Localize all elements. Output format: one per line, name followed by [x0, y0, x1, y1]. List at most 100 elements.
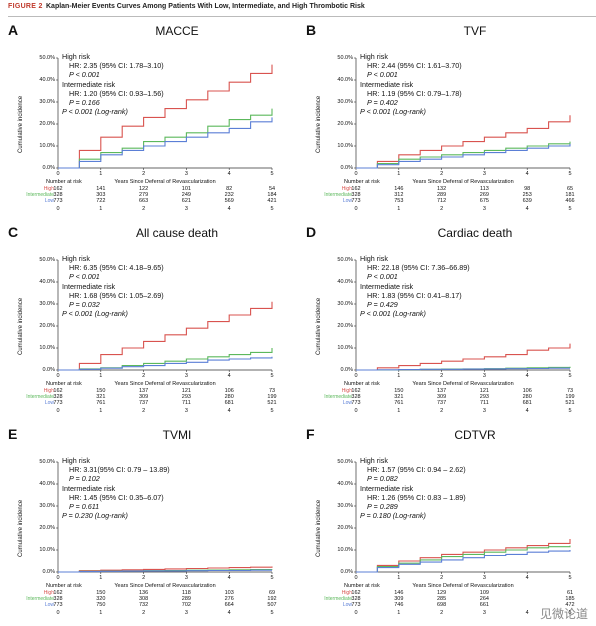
- panel-letter: A: [8, 22, 19, 38]
- km-panel-d: 0.0% 10.0% 20.0% 30.0% 40.0% 50.0% 0 0 1 1 2 2 3 3 4 4 5…: [300, 220, 592, 418]
- y-tick-label: 40.0%: [337, 480, 353, 487]
- y-tick-label: 0.0%: [340, 568, 353, 575]
- risk-group-label: Intermediate: [26, 192, 54, 198]
- risk-count: 773: [53, 400, 63, 406]
- y-tick-label: 50.0%: [39, 458, 55, 465]
- stats-annotation: High risk HR: 6.35 (95% CI: 4.18–9.65) P <…: [62, 254, 164, 318]
- y-tick-label: 20.0%: [337, 524, 353, 531]
- figure-title: Kaplan-Meier Events Curves Among Patient…: [46, 3, 365, 10]
- table-x-tick-label: 2: [142, 408, 146, 414]
- risk-count: 308: [139, 596, 149, 602]
- risk-count: 192: [267, 596, 277, 602]
- panel-title: MACCE: [155, 24, 199, 38]
- risk-group-label: Intermediate: [26, 596, 54, 602]
- risk-count: 103: [224, 590, 234, 596]
- series-low-curve: [356, 550, 571, 573]
- risk-count: 146: [394, 590, 404, 596]
- y-axis-title: Cumulative incidence: [18, 95, 24, 153]
- table-x-tick-label: 0: [56, 206, 60, 212]
- y-tick-label: 30.0%: [337, 502, 353, 509]
- risk-count: 199: [267, 394, 277, 400]
- stats-line: P = 0.082: [367, 474, 398, 484]
- number-at-risk-title: Number at risk: [344, 583, 380, 589]
- table-x-tick-label: 4: [525, 206, 529, 212]
- table-x-tick-label: 1: [397, 610, 401, 616]
- panel-title: Cardiac death: [437, 226, 513, 240]
- y-tick-label: 10.0%: [39, 142, 55, 149]
- risk-group-label: Low: [342, 602, 352, 608]
- km-plot-d: [354, 259, 571, 372]
- y-tick-label: 30.0%: [337, 300, 353, 307]
- y-tick-label: 0.0%: [42, 366, 55, 373]
- panel-letter: E: [8, 426, 18, 442]
- risk-count: 293: [181, 394, 191, 400]
- number-at-risk-title: Number at risk: [46, 179, 82, 185]
- stats-line: P < 0.001: [367, 70, 398, 80]
- risk-count: 309: [139, 394, 149, 400]
- y-tick-label: 20.0%: [39, 120, 55, 127]
- x-tick-label: 3: [482, 575, 486, 581]
- risk-count: 280: [522, 394, 532, 400]
- y-tick-label: 10.0%: [337, 344, 353, 351]
- stats-line: P < 0.001 (Log-rank): [360, 107, 426, 117]
- x-tick-label: 4: [525, 575, 529, 581]
- risk-count: 321: [394, 394, 404, 400]
- risk-count: 773: [53, 602, 63, 608]
- stats-line: P < 0.001: [367, 272, 398, 282]
- risk-count: 150: [394, 388, 404, 394]
- risk-count: 773: [351, 400, 361, 406]
- stats-line: HR: 3.31(95% CI: 0.79 – 13.89): [69, 465, 170, 475]
- risk-count: 472: [565, 602, 575, 608]
- risk-count: 162: [351, 388, 361, 394]
- x-tick-label: 2: [440, 373, 444, 379]
- risk-count: 773: [351, 602, 361, 608]
- km-panel-a: 0.0% 10.0% 20.0% 30.0% 40.0% 50.0% 0 0 1 1 2 2 3 3 4 4 5…: [2, 18, 294, 216]
- table-x-tick-label: 4: [227, 610, 231, 616]
- stats-line: HR: 2.44 (95% CI: 1.61–3.70): [367, 61, 462, 71]
- y-tick-label: 30.0%: [337, 98, 353, 105]
- risk-group-label: High: [341, 388, 352, 394]
- series-high-curve: [58, 301, 273, 371]
- table-x-tick-label: 4: [525, 408, 529, 414]
- y-axis-title: Cumulative incidence: [18, 499, 24, 557]
- risk-count: 639: [522, 198, 532, 204]
- y-tick-label: 40.0%: [337, 278, 353, 285]
- risk-count: 121: [181, 388, 191, 394]
- risk-group-label: Intermediate: [324, 394, 352, 400]
- risk-count: 328: [351, 192, 361, 198]
- risk-group-label: High: [341, 590, 352, 596]
- stats-line: Intermediate risk: [360, 79, 414, 89]
- stats-line: High risk: [62, 456, 90, 465]
- risk-count: 150: [96, 590, 106, 596]
- risk-count: 312: [394, 192, 404, 198]
- table-x-tick-label: 2: [440, 610, 444, 616]
- table-x-tick-label: 2: [440, 408, 444, 414]
- number-at-risk-title: Number at risk: [46, 583, 82, 589]
- x-tick-label: 5: [270, 373, 274, 379]
- x-axis-title: Years Since Deferral of Revascularizatio…: [412, 179, 514, 185]
- risk-count: 675: [479, 198, 489, 204]
- risk-count: 663: [139, 198, 149, 204]
- y-tick-label: 50.0%: [337, 54, 353, 61]
- panel-letter: F: [306, 426, 315, 442]
- risk-count: 162: [53, 590, 63, 596]
- series-low-curve: [58, 117, 273, 169]
- x-tick-label: 1: [397, 575, 401, 581]
- table-x-tick-label: 1: [99, 206, 103, 212]
- stats-line: P < 0.001: [69, 272, 100, 282]
- risk-count: 750: [96, 602, 106, 608]
- risk-count: 121: [479, 388, 489, 394]
- x-tick-label: 1: [99, 171, 103, 177]
- x-tick-label: 5: [568, 171, 572, 177]
- risk-count: 162: [53, 186, 63, 192]
- stats-line: P < 0.001 (Log-rank): [62, 309, 128, 319]
- table-x-tick-label: 3: [482, 206, 486, 212]
- risk-count: 253: [522, 192, 532, 198]
- watermark: 见微论道: [539, 607, 588, 621]
- risk-count: 681: [224, 400, 234, 406]
- km-panel-e: 0.0% 10.0% 20.0% 30.0% 40.0% 50.0% 0 0 1 1 2 2 3 3 4 4 5…: [2, 422, 294, 620]
- table-x-tick-label: 4: [227, 408, 231, 414]
- y-tick-label: 20.0%: [337, 322, 353, 329]
- risk-count: 761: [96, 400, 106, 406]
- table-x-tick-label: 3: [184, 206, 188, 212]
